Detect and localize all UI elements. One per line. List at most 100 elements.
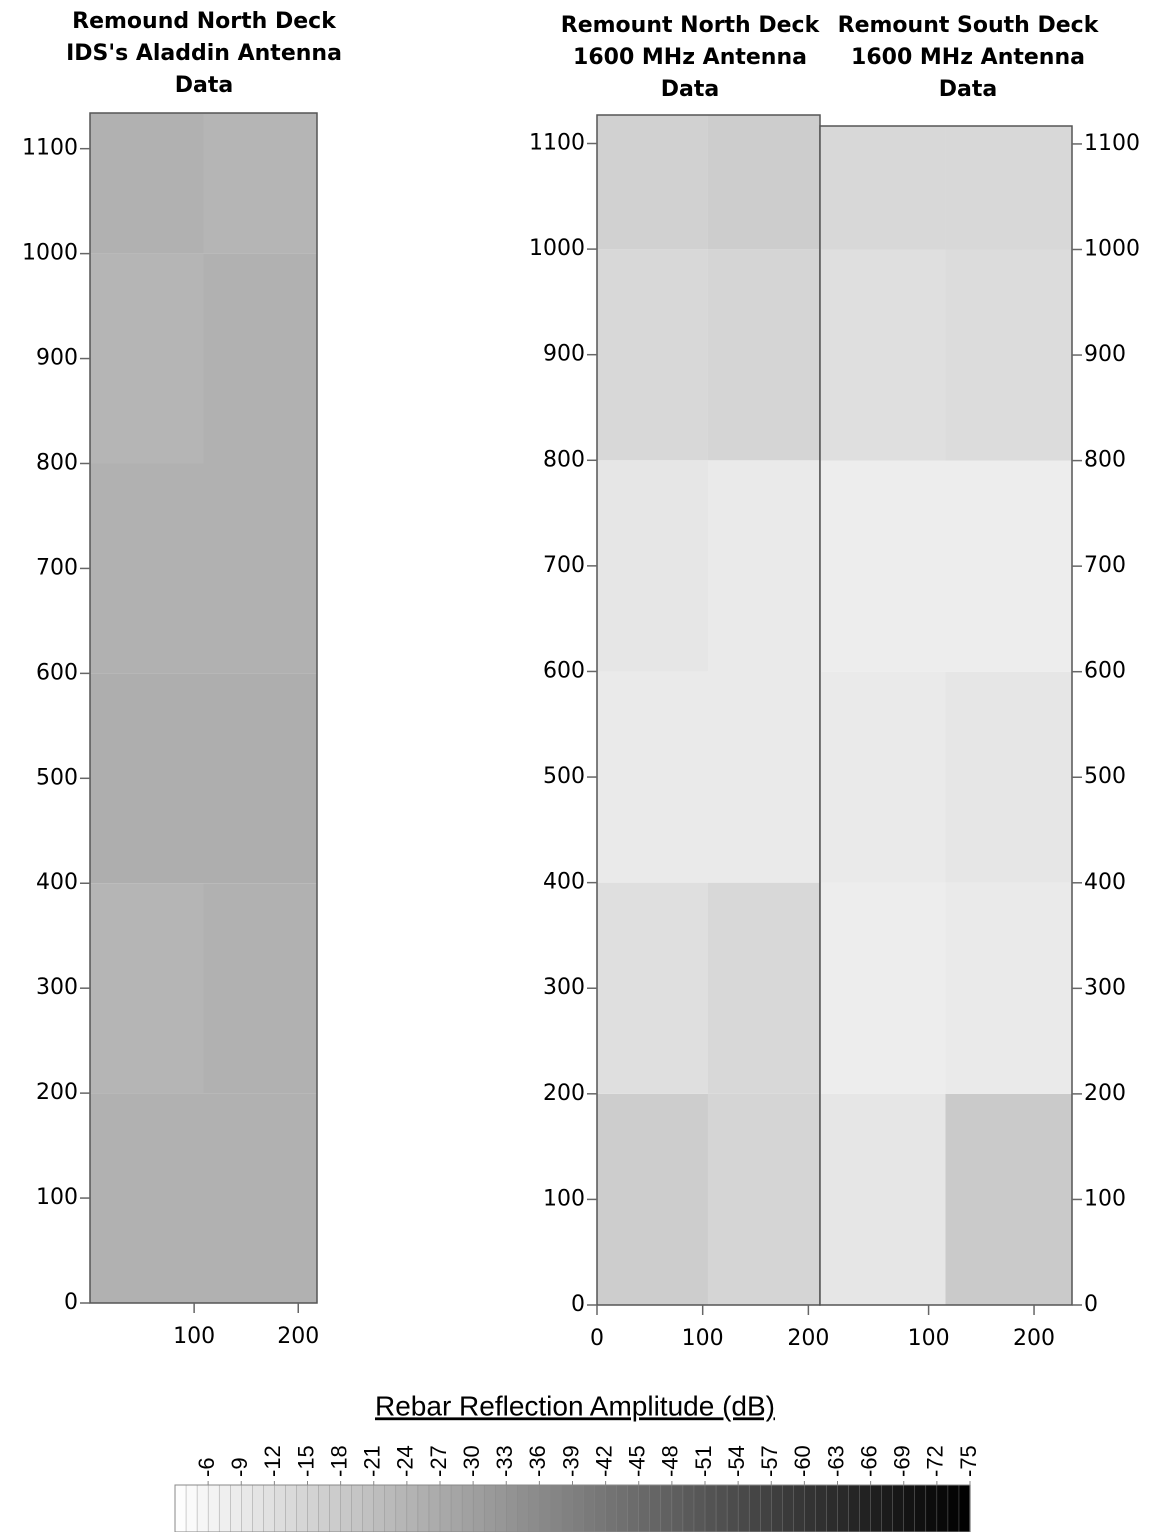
- panel-title: Data: [661, 77, 719, 102]
- y-tick-label: 800: [543, 447, 585, 472]
- colorbar-step: [726, 1484, 739, 1533]
- y-tick-label: 500: [543, 764, 585, 789]
- colorbar-step: [561, 1484, 574, 1533]
- x-tick-label: 100: [173, 1324, 215, 1349]
- colorbar-step: [594, 1484, 607, 1533]
- colorbar-tick-label: -57: [757, 1445, 782, 1477]
- y-tick-label: 400: [1084, 870, 1126, 895]
- colorbar-step: [815, 1484, 828, 1533]
- y-tick-label: 0: [1084, 1292, 1098, 1317]
- colorbar-step: [230, 1484, 242, 1533]
- colorbar-tick-label: -54: [724, 1445, 749, 1477]
- colorbar-step: [936, 1484, 949, 1533]
- x-tick-label: 200: [787, 1326, 829, 1351]
- panel-title: Data: [939, 77, 997, 102]
- colorbar-tick-label: -15: [293, 1445, 318, 1477]
- heatmap-cell: [945, 460, 1072, 672]
- colorbar-step: [771, 1484, 783, 1533]
- colorbar-step: [252, 1484, 265, 1533]
- heatmap-cell: [597, 460, 708, 672]
- panel-title: 1600 MHz Antenna: [573, 45, 807, 70]
- colorbar-step: [539, 1484, 552, 1533]
- colorbar-step: [517, 1484, 530, 1533]
- colorbar-step: [417, 1484, 430, 1533]
- colorbar-tick-label: -63: [823, 1445, 848, 1477]
- panel-title: Remount North Deck: [561, 13, 821, 38]
- plot-frame: [89, 112, 318, 1304]
- colorbar-step: [285, 1484, 298, 1533]
- colorbar-step: [362, 1484, 375, 1533]
- y-tick-label: 500: [36, 765, 78, 790]
- y-tick-label: 1100: [1084, 131, 1140, 156]
- y-tick-label: 700: [1084, 553, 1126, 578]
- colorbar-tick-label: -24: [393, 1445, 418, 1477]
- colorbar-step: [218, 1484, 231, 1533]
- y-tick-label: 900: [1084, 342, 1126, 367]
- colorbar-step: [528, 1484, 541, 1533]
- x-tick-label: 0: [590, 1326, 604, 1351]
- colorbar-step: [737, 1484, 750, 1533]
- colorbar-step: [406, 1484, 419, 1533]
- colorbar-step: [870, 1484, 883, 1533]
- colorbar-step: [793, 1484, 806, 1533]
- colorbar-step: [859, 1484, 872, 1533]
- panel-title: Data: [175, 73, 233, 98]
- heatmap-cell: [945, 126, 1072, 250]
- colorbar-step: [748, 1484, 761, 1533]
- y-tick-label: 600: [36, 660, 78, 685]
- heatmap-cell: [945, 1093, 1072, 1305]
- plot-frame: [819, 125, 1073, 1306]
- heatmap-cell: [203, 113, 317, 254]
- x-tick-label: 100: [908, 1326, 950, 1351]
- heatmap-cell: [597, 115, 708, 250]
- y-tick-label: 300: [1084, 975, 1126, 1000]
- colorbar-step: [627, 1484, 640, 1533]
- colorbar-step: [782, 1484, 795, 1533]
- colorbar-step: [506, 1484, 518, 1533]
- y-tick-label: 100: [543, 1186, 585, 1211]
- colorbar-step: [351, 1484, 364, 1533]
- heatmap-cell: [945, 882, 1072, 1094]
- colorbar-step: [450, 1484, 463, 1533]
- colorbar-step: [318, 1484, 331, 1533]
- colorbar-tick-label: -12: [260, 1445, 285, 1477]
- colorbar-step: [263, 1484, 276, 1533]
- colorbar-tick-label: -6: [194, 1457, 219, 1477]
- colorbar-step: [241, 1484, 253, 1533]
- colorbar-step: [892, 1484, 905, 1533]
- colorbar-step: [472, 1484, 485, 1533]
- colorbar-tick-label: -72: [923, 1445, 948, 1477]
- heatmap-cell: [203, 883, 317, 1094]
- colorbar-tick-label: -9: [227, 1457, 252, 1477]
- colorbar-step: [207, 1484, 220, 1533]
- y-tick-label: 200: [1084, 1081, 1126, 1106]
- colorbar-tick-label: -33: [492, 1445, 517, 1477]
- colorbar-tick-label: -75: [956, 1445, 981, 1477]
- y-tick-label: 300: [36, 975, 78, 1000]
- colorbar-step: [914, 1484, 927, 1533]
- colorbar-step: [881, 1484, 894, 1533]
- y-tick-label: 300: [543, 975, 585, 1000]
- colorbar-tick-label: -66: [856, 1445, 881, 1477]
- colorbar-step: [307, 1484, 320, 1533]
- y-tick-label: 1000: [22, 241, 78, 266]
- colorbar-title: Rebar Reflection Amplitude (dB): [375, 1390, 775, 1421]
- y-tick-label: 100: [1084, 1186, 1126, 1211]
- colorbar-tick-label: -60: [790, 1445, 815, 1477]
- heatmap-cell: [90, 673, 204, 884]
- colorbar-tick-label: -36: [525, 1445, 550, 1477]
- colorbar-step: [947, 1484, 960, 1533]
- colorbar-step: [704, 1484, 717, 1533]
- panel-title: Remound North Deck: [72, 9, 337, 34]
- colorbar-step: [373, 1484, 386, 1533]
- colorbar-step: [428, 1484, 441, 1533]
- heatmap-cell: [597, 1093, 708, 1305]
- y-tick-label: 1100: [22, 136, 78, 161]
- colorbar-step: [925, 1484, 938, 1533]
- heatmap-cell: [707, 671, 820, 883]
- colorbar-tick-label: -18: [326, 1445, 351, 1477]
- colorbar-tick-label: -48: [658, 1445, 683, 1477]
- colorbar-step: [660, 1484, 673, 1533]
- heatmap-cell: [90, 883, 204, 1094]
